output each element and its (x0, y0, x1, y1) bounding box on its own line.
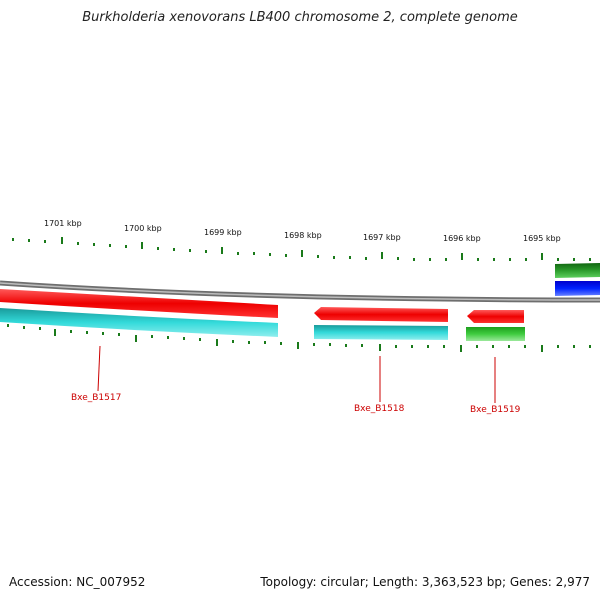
ruler-label-1698: 1698 kbp (284, 231, 322, 240)
leader-line-bxe-b1517 (97, 345, 101, 392)
gene-bxe-b1517-cog-bar[interactable] (0, 308, 278, 337)
gene-bxe-b1518-cog-bar[interactable] (314, 325, 448, 340)
ruler-label-1700: 1700 kbp (124, 224, 162, 233)
gene-bxe-b1519-arrow[interactable] (467, 310, 524, 323)
ruler-label-1696: 1696 kbp (443, 234, 481, 243)
ruler-label-1699: 1699 kbp (204, 228, 242, 237)
gene-label-bxe-b1517[interactable]: Bxe_B1517 (71, 393, 121, 403)
ruler-label-1697: 1697 kbp (363, 233, 401, 242)
gene-label-bxe-b1519[interactable]: Bxe_B1519 (470, 405, 521, 415)
ruler-label-1701: 1701 kbp (44, 219, 82, 228)
gene-bxe-b1517-arrow[interactable] (0, 289, 278, 318)
map-title: Burkholderia xenovorans LB400 chromosome… (82, 10, 518, 25)
gene-bxe-b1518-arrow[interactable] (314, 307, 448, 322)
genome-summary-text: Topology: circular; Length: 3,363,523 bp… (260, 575, 590, 589)
gene-partial-dark-green-bar[interactable] (555, 263, 600, 278)
ruler-ticks-outer (12, 237, 591, 261)
gene-partial-blue-bar[interactable] (555, 281, 600, 296)
accession-text: Accession: NC_007952 (9, 575, 146, 589)
gene-label-bxe-b1518[interactable]: Bxe_B1518 (354, 404, 405, 414)
ruler-label-1695: 1695 kbp (523, 234, 561, 243)
gene-bxe-b1519-cog-bar[interactable] (466, 327, 525, 341)
ruler-ticks-inner (7, 324, 591, 352)
